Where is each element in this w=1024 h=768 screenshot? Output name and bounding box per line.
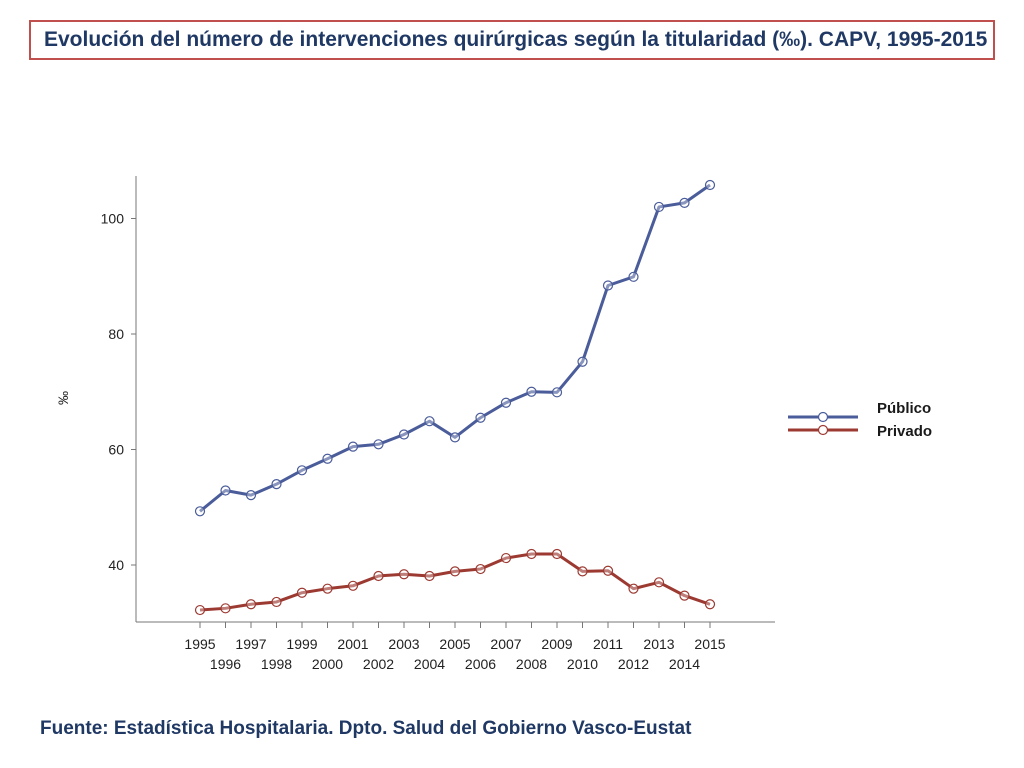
- x-tick-label: 2011: [593, 636, 623, 652]
- y-tick-label: 60: [108, 442, 124, 458]
- x-tick-label: 2015: [694, 636, 725, 652]
- data-point: [451, 433, 460, 442]
- x-tick-label: 2012: [618, 656, 649, 672]
- x-tick-label: 1996: [210, 656, 241, 672]
- data-point: [604, 281, 613, 290]
- legend-label: Público: [877, 400, 931, 417]
- data-point: [553, 388, 562, 397]
- x-tick-label: 1997: [235, 636, 266, 652]
- data-point: [247, 600, 256, 609]
- data-point: [349, 442, 358, 451]
- x-tick-label: 2000: [312, 656, 343, 672]
- x-tick-label: 2005: [439, 636, 470, 652]
- series-layer: [196, 181, 715, 615]
- x-tick-label: 2009: [541, 636, 572, 652]
- data-point: [221, 604, 230, 613]
- line-chart: 40 60 80 100 ‰ 1995 1996 1997 1998 1999 2000 2001 20…: [0, 0, 1024, 768]
- x-tick-label: 1995: [184, 636, 215, 652]
- data-point: [400, 430, 409, 439]
- x-tick-label: 2004: [414, 656, 445, 672]
- data-point: [502, 554, 511, 563]
- data-point: [323, 454, 332, 463]
- data-point: [425, 417, 434, 426]
- data-point: [323, 584, 332, 593]
- data-point: [451, 567, 460, 576]
- data-point: [527, 387, 536, 396]
- y-tick-label: 100: [101, 211, 125, 227]
- x-tick-label: 2008: [516, 656, 547, 672]
- data-point: [221, 486, 230, 495]
- data-point: [629, 272, 638, 281]
- legend: Público Privado: [788, 400, 932, 440]
- data-point: [476, 565, 485, 574]
- data-point: [706, 181, 715, 190]
- x-tick-label: 2002: [363, 656, 394, 672]
- data-point: [706, 600, 715, 609]
- data-point: [272, 480, 281, 489]
- data-point: [629, 584, 638, 593]
- data-point: [655, 202, 664, 211]
- series-line-publico: [200, 185, 710, 511]
- y-tick-label: 40: [108, 557, 124, 573]
- data-point: [476, 413, 485, 422]
- y-tick-label: 80: [108, 326, 124, 342]
- data-point: [196, 507, 205, 516]
- data-point: [680, 198, 689, 207]
- x-tick-label: 2014: [669, 656, 700, 672]
- x-tick-label: 1999: [286, 636, 317, 652]
- data-point: [298, 588, 307, 597]
- data-point: [349, 581, 358, 590]
- legend-label: Privado: [877, 423, 932, 440]
- data-point: [578, 357, 587, 366]
- data-point: [272, 597, 281, 606]
- x-tick-label: 2013: [643, 636, 674, 652]
- data-point: [527, 550, 536, 559]
- x-tick-label: 1998: [261, 656, 292, 672]
- data-point: [247, 491, 256, 500]
- x-tick-label: 2006: [465, 656, 496, 672]
- data-point: [196, 606, 205, 615]
- data-point: [655, 578, 664, 587]
- source-note: Fuente: Estadística Hospitalaria. Dpto. …: [40, 718, 691, 740]
- x-tick-label: 2001: [337, 636, 368, 652]
- y-axis-label: ‰: [55, 391, 71, 405]
- data-point: [604, 566, 613, 575]
- legend-marker: [819, 426, 828, 435]
- x-tick-label: 2007: [490, 636, 521, 652]
- data-point: [425, 571, 434, 580]
- data-point: [680, 591, 689, 600]
- data-point: [578, 567, 587, 576]
- data-point: [400, 570, 409, 579]
- data-point: [374, 571, 383, 580]
- axes: 40 60 80 100 ‰ 1995 1996 1997 1998 1999 2000 2001 20…: [55, 176, 775, 672]
- legend-marker: [819, 413, 828, 422]
- x-tick-label: 2003: [388, 636, 419, 652]
- data-point: [502, 398, 511, 407]
- data-point: [553, 550, 562, 559]
- x-tick-label: 2010: [567, 656, 598, 672]
- data-point: [298, 466, 307, 475]
- data-point: [374, 440, 383, 449]
